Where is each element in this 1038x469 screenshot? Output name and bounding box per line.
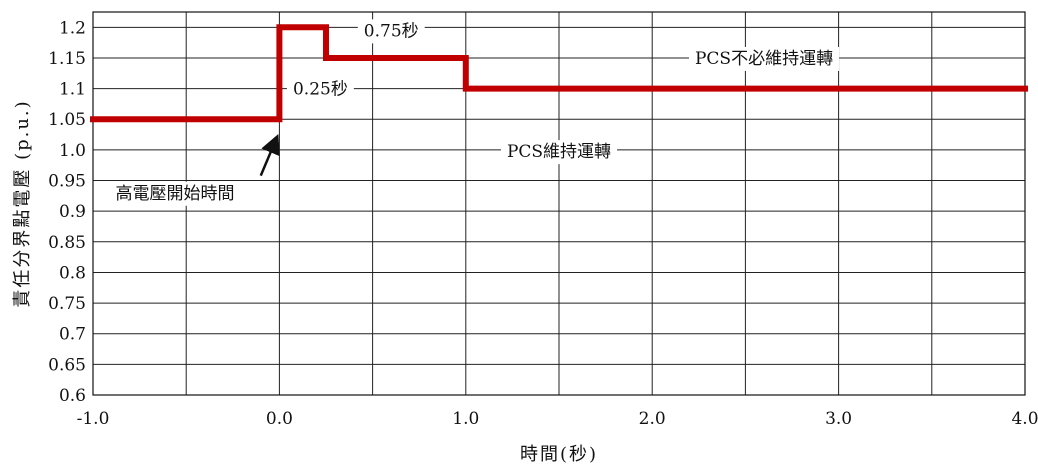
y-tick-label: 0.85 [48,233,86,253]
y-tick-label: 1.15 [48,49,86,69]
annotation-background [109,181,241,206]
annotation: 高電壓開始時間 [109,181,241,206]
y-tick-label: 0.65 [48,355,86,375]
y-tick-label: 0.9 [59,202,86,222]
annotation-label: 高電壓開始時間 [116,184,235,204]
y-tick-label: 0.7 [59,325,86,345]
tick-labels: -1.0 0.0 1.0 2.0 3.0 4.0 0.6 0.65 0.7 0.75 0.8 0.85… [48,18,1038,429]
y-tick-label: 1.2 [59,18,86,38]
annotation-label: 0.25秒 [293,80,348,100]
x-tick-label: -1.0 [77,409,110,429]
annotation-background [286,77,354,102]
annotation-label: PCS維持運轉 [507,142,611,162]
arrow [259,133,280,177]
series-line [90,24,1028,123]
y-tick-label: 0.95 [48,172,86,192]
annotation: PCS不必維持運轉 [688,46,840,71]
y-axis-title: 責任分界點電壓 (p.u.) [12,99,33,307]
x-tick-label: 4.0 [1011,409,1038,429]
x-tick-label: 2.0 [639,409,666,429]
x-tick-label: 0.0 [266,409,293,429]
x-tick-label: 1.0 [452,409,479,429]
y-tick-label: 0.75 [48,294,86,314]
y-tick-label: 0.8 [59,263,86,283]
annotation: PCS維持運轉 [500,140,618,165]
y-tick-label: 1.05 [48,110,86,130]
x-axis-title: 時間(秒) [520,444,598,465]
annotation-background [500,140,618,165]
series-layer [90,24,1028,123]
annotation: 0.25秒 [286,77,354,102]
annotation-background [688,46,840,71]
annotation-label: PCS不必維持運轉 [695,49,833,69]
y-tick-label: 0.6 [59,386,86,406]
annotation-label: 0.75秒 [364,21,419,41]
annotation: 0.75秒 [357,19,425,44]
x-tick-label: 3.0 [825,409,852,429]
y-tick-label: 1.0 [59,141,86,161]
y-tick-label: 1.1 [59,80,86,100]
plot-frame [92,11,1026,396]
annotation-background [357,19,425,44]
